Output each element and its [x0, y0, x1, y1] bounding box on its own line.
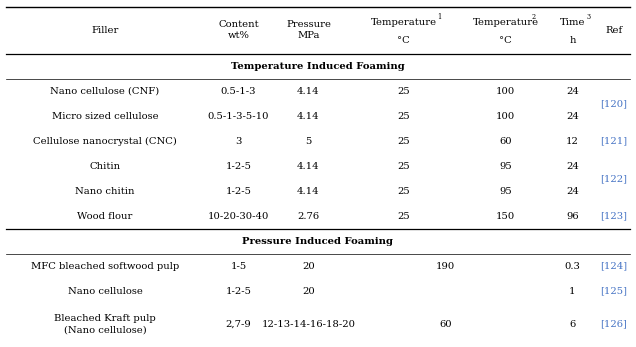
Text: 25: 25 — [398, 212, 410, 221]
Text: 150: 150 — [496, 212, 515, 221]
Text: Pressure
MPa: Pressure MPa — [286, 20, 331, 40]
Text: 0.5-1-3-5-10: 0.5-1-3-5-10 — [208, 112, 269, 121]
Text: 1-5: 1-5 — [230, 262, 247, 271]
Text: Pressure Induced Foaming: Pressure Induced Foaming — [242, 237, 394, 246]
Text: h: h — [569, 36, 576, 44]
Text: 60: 60 — [499, 137, 512, 146]
Text: 4.14: 4.14 — [297, 162, 320, 171]
Text: [126]: [126] — [600, 320, 627, 329]
Text: 24: 24 — [566, 112, 579, 121]
Text: Temperature Induced Foaming: Temperature Induced Foaming — [231, 62, 405, 71]
Text: 25: 25 — [398, 112, 410, 121]
Text: Temperature: Temperature — [473, 18, 539, 27]
Text: 96: 96 — [566, 212, 579, 221]
Text: Ref: Ref — [605, 26, 623, 35]
Text: 12-13-14-16-18-20: 12-13-14-16-18-20 — [261, 320, 356, 329]
Text: 5: 5 — [305, 137, 312, 146]
Text: °C: °C — [499, 36, 512, 44]
Text: [125]: [125] — [600, 287, 627, 296]
Text: 20: 20 — [302, 262, 315, 271]
Text: Chitin: Chitin — [90, 162, 120, 171]
Text: 10-20-30-40: 10-20-30-40 — [208, 212, 269, 221]
Text: Filler: Filler — [91, 26, 119, 35]
Text: 20: 20 — [302, 287, 315, 296]
Text: 4.14: 4.14 — [297, 87, 320, 96]
Text: 25: 25 — [398, 137, 410, 146]
Text: 25: 25 — [398, 187, 410, 196]
Text: Temperature: Temperature — [371, 18, 437, 27]
Text: 60: 60 — [439, 320, 452, 329]
Text: 2.76: 2.76 — [298, 212, 319, 221]
Text: 1-2-5: 1-2-5 — [226, 287, 251, 296]
Text: 4.14: 4.14 — [297, 112, 320, 121]
Text: 6: 6 — [569, 320, 576, 329]
Text: 2,7-9: 2,7-9 — [226, 320, 251, 329]
Text: Micro sized cellulose: Micro sized cellulose — [52, 112, 158, 121]
Text: Time: Time — [560, 18, 585, 27]
Text: [120]: [120] — [600, 99, 627, 108]
Text: 100: 100 — [496, 112, 515, 121]
Text: [124]: [124] — [600, 262, 627, 271]
Text: Nano cellulose: Nano cellulose — [67, 287, 142, 296]
Text: 1-2-5: 1-2-5 — [226, 162, 251, 171]
Text: 0.3: 0.3 — [565, 262, 580, 271]
Text: 24: 24 — [566, 187, 579, 196]
Text: 25: 25 — [398, 87, 410, 96]
Text: 12: 12 — [566, 137, 579, 146]
Text: 3: 3 — [235, 137, 242, 146]
Text: 0.5-1-3: 0.5-1-3 — [221, 87, 256, 96]
Text: Nano cellulose (CNF): Nano cellulose (CNF) — [50, 87, 160, 96]
Text: Cellulose nanocrystal (CNC): Cellulose nanocrystal (CNC) — [33, 137, 177, 146]
Text: [123]: [123] — [600, 212, 627, 221]
Text: [121]: [121] — [600, 137, 627, 146]
Text: 25: 25 — [398, 162, 410, 171]
Text: Wood flour: Wood flour — [77, 212, 133, 221]
Text: 1: 1 — [569, 287, 576, 296]
Text: 1-2-5: 1-2-5 — [226, 187, 251, 196]
Text: Nano chitin: Nano chitin — [75, 187, 135, 196]
Text: Bleached Kraft pulp
(Nano cellulose): Bleached Kraft pulp (Nano cellulose) — [54, 314, 156, 334]
Text: 24: 24 — [566, 87, 579, 96]
Text: °C: °C — [398, 36, 410, 44]
Text: 95: 95 — [499, 162, 512, 171]
Text: 3: 3 — [586, 13, 590, 21]
Text: 4.14: 4.14 — [297, 187, 320, 196]
Text: [122]: [122] — [600, 174, 627, 183]
Text: 1: 1 — [438, 13, 441, 21]
Text: 2: 2 — [532, 13, 536, 21]
Text: 190: 190 — [436, 262, 455, 271]
Text: 100: 100 — [496, 87, 515, 96]
Text: 24: 24 — [566, 162, 579, 171]
Text: 95: 95 — [499, 187, 512, 196]
Text: Content
wt%: Content wt% — [218, 20, 259, 40]
Text: MFC bleached softwood pulp: MFC bleached softwood pulp — [31, 262, 179, 271]
